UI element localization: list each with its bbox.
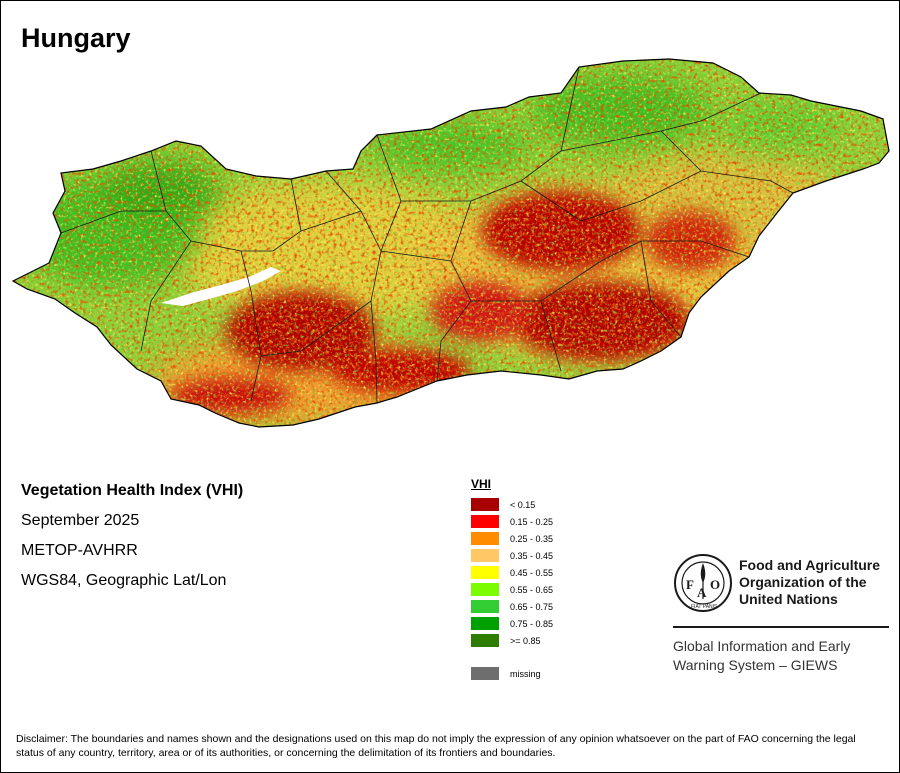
legend-item: 0.75 - 0.85 <box>471 615 553 632</box>
legend-swatch <box>471 634 499 647</box>
national-border <box>11 58 890 428</box>
fao-logo-letter-a: A <box>697 585 707 600</box>
legend-item: >= 0.85 <box>471 632 553 649</box>
disclaimer: Disclaimer: The boundaries and names sho… <box>16 733 856 759</box>
legend-swatch <box>471 600 499 613</box>
fao-logo-letter-o: O <box>710 577 720 592</box>
legend-item: 0.55 - 0.65 <box>471 581 553 598</box>
legend-swatch <box>471 498 499 511</box>
legend-label: 0.65 - 0.75 <box>510 601 554 612</box>
legend-swatch <box>471 566 499 579</box>
legend-label: 0.25 - 0.35 <box>510 533 554 544</box>
map-title: Hungary <box>21 23 131 53</box>
legend-swatch <box>471 583 499 596</box>
product-title: Vegetation Health Index (VHI) <box>21 482 244 499</box>
legend-title: VHI <box>471 477 492 491</box>
legend-item: < 0.15 <box>471 496 553 513</box>
legend-swatch <box>471 667 499 680</box>
legend-item-missing: missing <box>471 665 553 682</box>
legend-item: 0.35 - 0.45 <box>471 547 553 564</box>
giews-name: Global Information and Early Warning Sys… <box>673 638 851 673</box>
fao-name: Food and Agriculture Organization of the… <box>739 557 881 607</box>
legend-label: 0.45 - 0.55 <box>510 567 554 578</box>
legend-classes: < 0.15 0.15 - 0.25 0.25 - 0.35 0.35 - 0.… <box>471 496 553 649</box>
legend-item: 0.25 - 0.35 <box>471 530 553 547</box>
fao-logo-motto: FIAT PANIS <box>691 604 718 610</box>
vhi-map <box>11 58 890 428</box>
legend-label: 0.15 - 0.25 <box>510 516 554 527</box>
legend-swatch <box>471 515 499 528</box>
legend-label: < 0.15 <box>510 499 536 510</box>
legend-label: >= 0.85 <box>510 635 541 646</box>
legend-label: 0.55 - 0.65 <box>510 584 554 595</box>
legend-swatch <box>471 617 499 630</box>
legend-label: 0.75 - 0.85 <box>510 618 554 629</box>
legend-item: 0.45 - 0.55 <box>471 564 553 581</box>
legend-item: 0.65 - 0.75 <box>471 598 553 615</box>
fao-logo-icon: F A O FIAT PANIS <box>674 554 732 612</box>
fao-divider <box>673 626 889 628</box>
legend-label: missing <box>510 668 541 679</box>
vhi-legend: VHI < 0.15 0.15 - 0.25 0.25 - 0.35 0.35 … <box>471 477 553 682</box>
legend-swatch <box>471 532 499 545</box>
vhi-raster <box>13 59 889 427</box>
legend-label: 0.35 - 0.45 <box>510 550 554 561</box>
product-date: September 2025 <box>21 512 140 529</box>
legend-item: 0.15 - 0.25 <box>471 513 553 530</box>
product-projection: WGS84, Geographic Lat/Lon <box>21 572 227 589</box>
fao-logo-letter-f: F <box>686 577 694 592</box>
legend-swatch <box>471 549 499 562</box>
product-sensor: METOP-AVHRR <box>21 542 138 559</box>
county-boundaries <box>60 66 794 404</box>
